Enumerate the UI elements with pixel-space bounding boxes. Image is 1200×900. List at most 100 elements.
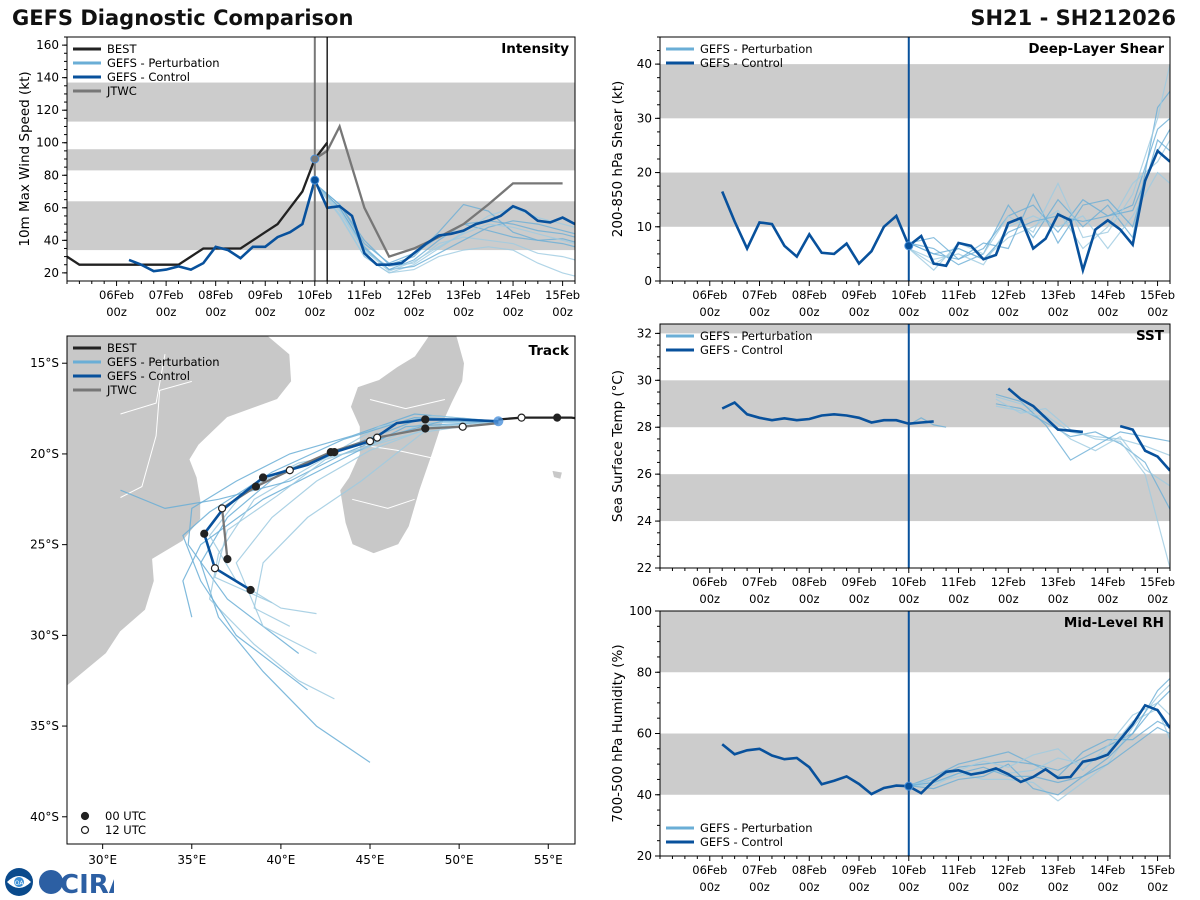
- sst-x-tick-sublabel: 00z: [849, 592, 870, 606]
- shear-x-tick-sublabel: 00z: [998, 305, 1019, 319]
- control-track-line: [202, 418, 499, 592]
- intensity-x-tick-sublabel: 00z: [255, 305, 276, 319]
- noaa-logo-center-icon: [14, 877, 24, 887]
- intensity-x-tick-label: 07Feb: [149, 288, 184, 302]
- sst-x-tick-sublabel: 00z: [749, 592, 770, 606]
- rh-perturbation-line: [908, 677, 1170, 796]
- rh-init-marker: [904, 781, 914, 791]
- intensity-y-tick-label: 80: [44, 168, 59, 182]
- shear-x-tick-label: 12Feb: [991, 288, 1026, 302]
- sst-x-tick-label: 09Feb: [842, 575, 877, 589]
- shear-x-tick-sublabel: 00z: [799, 305, 820, 319]
- shear-x-tick-sublabel: 00z: [1048, 305, 1069, 319]
- sst-x-tick-label: 10Feb: [891, 575, 926, 589]
- rh-x-tick-label: 10Feb: [891, 863, 926, 877]
- intensity-panel-title: Intensity: [501, 41, 569, 57]
- shear-x-tick-label: 14Feb: [1090, 288, 1125, 302]
- figure-title: GEFS Diagnostic Comparison: [12, 6, 354, 30]
- intensity-legend-label: GEFS - Perturbation: [107, 56, 220, 70]
- rh-y-tick-label: 80: [637, 665, 652, 679]
- rh-x-tick-label: 11Feb: [941, 863, 976, 877]
- sst-y-axis-label: Sea Surface Temp (°C): [610, 370, 626, 522]
- intensity-y-tick-label: 20: [44, 266, 59, 280]
- rh-x-tick-sublabel: 00z: [898, 880, 919, 894]
- intensity-x-tick-label: 11Feb: [347, 288, 382, 302]
- jtwc-track-point: [217, 504, 227, 513]
- intensity-x-tick-label: 09Feb: [248, 288, 283, 302]
- perturbation-track: [187, 413, 499, 654]
- rh-legend-label: GEFS - Perturbation: [700, 821, 813, 835]
- noaa-logo-text: NOAA: [10, 880, 28, 887]
- shear-x-tick-label: 13Feb: [1041, 288, 1076, 302]
- intensity-perturbation-line: [314, 183, 575, 277]
- rh-x-tick-sublabel: 00z: [998, 880, 1019, 894]
- intensity-threshold-band: [67, 149, 575, 171]
- sst-x-tick-sublabel: 00z: [699, 592, 720, 606]
- rh-y-tick-label: 20: [637, 849, 652, 863]
- storm-id: SH21 - SH212026: [970, 6, 1176, 30]
- rh-x-tick-sublabel: 00z: [699, 880, 720, 894]
- rh-perturbation-line: [908, 726, 1170, 787]
- intensity-panel: 20 40 60 80 100 120 140 160 06Feb 00z 07Feb 00z 08Fe…: [17, 36, 580, 319]
- intensity-legend-label: JTWC: [106, 84, 137, 98]
- perturbation-track: [120, 420, 499, 510]
- shear-x-tick-sublabel: 00z: [749, 305, 770, 319]
- shear-x-tick-label: 06Feb: [692, 288, 727, 302]
- sst-x-tick-label: 08Feb: [792, 575, 827, 589]
- track-lat-label: 40°S: [30, 810, 59, 824]
- reunion-landmass: [551, 469, 564, 480]
- track-lon-label: 35°E: [177, 853, 206, 867]
- intensity-x-tick-sublabel: 00z: [354, 305, 375, 319]
- track-panel: 30°E 35°E 40°E 45°E 50°E 55°E 15°S 20°S 25°S 30°S…: [30, 335, 576, 867]
- sst-y-tick-label: 22: [637, 561, 652, 575]
- intensity-y-tick-label: 40: [44, 233, 59, 247]
- sst-legend-label: GEFS - Perturbation: [700, 329, 813, 343]
- shear-x-tick-sublabel: 00z: [699, 305, 720, 319]
- shear-perturbation-line: [908, 171, 1170, 266]
- shear-y-tick-label: 20: [637, 166, 652, 180]
- sst-x-tick-label: 13Feb: [1041, 575, 1076, 589]
- shear-y-tick-label: 40: [637, 57, 652, 71]
- admin-border-line: [120, 354, 166, 415]
- track-lon-label: 40°E: [266, 853, 295, 867]
- shear-x-tick-label: 08Feb: [792, 288, 827, 302]
- shear-x-tick-sublabel: 00z: [898, 305, 919, 319]
- best-track-point: [517, 413, 526, 422]
- sst-perturbation-line: [995, 405, 1170, 487]
- control-track-point: [246, 585, 255, 595]
- track-frame: [66, 335, 576, 845]
- sst-panel-title: SST: [1136, 328, 1165, 344]
- perturbation-track: [182, 416, 499, 691]
- sst-y-tick-label: 28: [637, 420, 652, 434]
- sst-x-tick-sublabel: 00z: [1097, 592, 1118, 606]
- shear-x-tick-sublabel: 00z: [1097, 305, 1118, 319]
- intensity-x-tick-sublabel: 00z: [503, 305, 524, 319]
- shear-y-axis-label: 200-850 hPa Shear (kt): [610, 81, 626, 238]
- madagascar-landmass: [339, 336, 466, 555]
- sst-control-line: [721, 401, 934, 426]
- rh-x-tick-label: 08Feb: [792, 863, 827, 877]
- shear-x-tick-label: 07Feb: [742, 288, 777, 302]
- control-track-point: [210, 564, 220, 573]
- intensity-x-tick-label: 14Feb: [496, 288, 531, 302]
- shear-y-tick-label: 0: [644, 274, 652, 288]
- rh-panel: 20 40 60 80 100 06Feb 00z 07Feb 00z 08Feb 00z 09Feb…: [610, 604, 1175, 894]
- sst-control-line: [1119, 424, 1170, 472]
- track-lat-label: 25°S: [30, 538, 59, 552]
- sst-x-tick-label: 06Feb: [692, 575, 727, 589]
- sst-frame: [659, 323, 1171, 569]
- shear-x-tick-sublabel: 00z: [948, 305, 969, 319]
- sst-threshold-band: [660, 474, 1170, 522]
- shear-threshold-band: [660, 64, 1170, 119]
- admin-border-line: [352, 498, 415, 509]
- intensity-x-tick-label: 06Feb: [99, 288, 134, 302]
- rh-x-tick-sublabel: 00z: [1048, 880, 1069, 894]
- control-track-point: [421, 415, 430, 424]
- rh-x-tick-sublabel: 00z: [1147, 880, 1168, 894]
- shear-legend-label: GEFS - Control: [700, 56, 783, 70]
- sst-y-tick-label: 26: [637, 467, 652, 481]
- track-legend-label: GEFS - Perturbation: [107, 355, 220, 369]
- intensity-x-tick-label: 12Feb: [396, 288, 431, 302]
- rh-x-tick-sublabel: 00z: [1097, 880, 1118, 894]
